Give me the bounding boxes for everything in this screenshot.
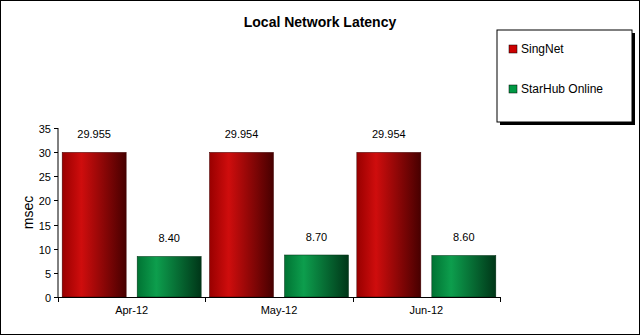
legend-swatch xyxy=(509,85,517,93)
data-label: 29.954 xyxy=(372,128,406,140)
background xyxy=(0,0,640,335)
y-tick-label: 35 xyxy=(39,123,51,135)
y-tick-label: 20 xyxy=(39,195,51,207)
bar xyxy=(137,256,201,297)
x-tick xyxy=(353,297,354,302)
x-tick-label: May-12 xyxy=(261,304,298,316)
legend-label: StarHub Online xyxy=(521,82,603,96)
x-tick xyxy=(500,297,501,302)
x-tick-label: Jun-12 xyxy=(410,304,444,316)
legend: SingNet StarHub Online xyxy=(497,30,635,125)
y-axis-line xyxy=(58,128,59,297)
y-tick-label: 5 xyxy=(45,268,51,280)
y-tick xyxy=(54,225,58,226)
y-tick-label: 0 xyxy=(45,292,51,304)
bar xyxy=(285,255,349,297)
y-tick-label: 15 xyxy=(39,220,51,232)
data-labels: 29.955 8.40 29.954 8.70 29.954 8.60 xyxy=(77,128,474,244)
y-axis-label: msec xyxy=(20,196,36,229)
bar xyxy=(210,152,274,297)
data-label: 8.70 xyxy=(306,231,327,243)
chart-border xyxy=(1,1,640,335)
y-tick xyxy=(54,152,58,153)
legend-box xyxy=(497,30,632,122)
y-tick xyxy=(54,128,58,129)
x-tick-label: Apr-12 xyxy=(115,304,148,316)
y-tick-label: 10 xyxy=(39,244,51,256)
chart-svg: Local Network Latency 0 5 10 15 20 25 30 35 msec 2… xyxy=(0,0,640,335)
y-tick xyxy=(54,176,58,177)
legend-swatch xyxy=(509,45,517,53)
data-label: 8.60 xyxy=(453,231,474,243)
bars xyxy=(62,152,496,297)
x-tick xyxy=(205,297,206,302)
y-tick xyxy=(54,297,58,298)
y-tick-label: 30 xyxy=(39,147,51,159)
y-tick xyxy=(54,249,58,250)
chart-root: Local Network Latency 0 5 10 15 20 25 30 35 msec 2… xyxy=(0,0,640,335)
x-tick xyxy=(58,297,59,302)
y-tick xyxy=(54,200,58,201)
y-tick xyxy=(54,273,58,274)
data-label: 8.40 xyxy=(158,232,179,244)
bar xyxy=(357,152,421,297)
data-label: 29.955 xyxy=(77,128,111,140)
data-label: 29.954 xyxy=(225,128,259,140)
legend-label: SingNet xyxy=(521,42,564,56)
y-tick-label: 25 xyxy=(39,171,51,183)
bar xyxy=(432,255,496,297)
x-axis-line xyxy=(58,297,500,298)
title: Local Network Latency xyxy=(244,14,397,30)
bar xyxy=(62,152,126,297)
